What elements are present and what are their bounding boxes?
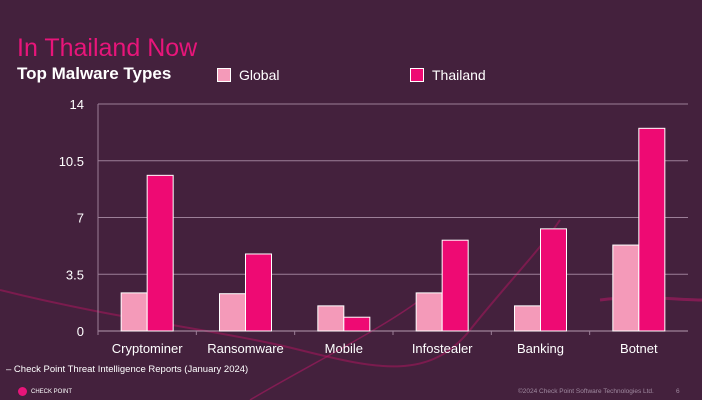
source-note: – Check Point Threat Intelligence Report…	[6, 364, 249, 375]
chart-subtitle: Top Malware Types	[17, 64, 172, 83]
y-tick-label: 0	[77, 324, 84, 339]
legend-label: Global	[239, 67, 280, 83]
bar-thailand-infostealer	[441, 239, 469, 332]
legend-label: Thailand	[432, 67, 486, 83]
bar-thailand-ransomware	[245, 253, 272, 332]
bar-global-banking	[514, 305, 541, 332]
x-tick-label: Mobile	[325, 341, 363, 356]
logo-icon	[18, 387, 27, 396]
logo-text: CHECK POINT	[31, 388, 73, 395]
check-point-logo: CHECK POINT	[18, 387, 72, 396]
y-tick-label: 14	[70, 97, 84, 112]
legend-global: Global	[217, 67, 279, 83]
bar-thailand-botnet	[638, 127, 666, 332]
bar-global-cryptominer	[120, 292, 148, 332]
x-tick-label: Cryptominer	[112, 341, 183, 356]
x-tick-label: Ransomware	[207, 341, 284, 356]
legend-thailand: Thailand	[410, 67, 486, 83]
y-tick-label: 10.5	[59, 154, 84, 169]
page-number: 6	[676, 388, 680, 395]
page-title: In Thailand Now	[17, 34, 198, 62]
copyright: ©2024 Check Point Software Technologies …	[518, 388, 654, 395]
bar-global-infostealer	[415, 292, 443, 332]
x-tick-label: Banking	[517, 341, 564, 356]
x-tick-label: Infostealer	[412, 341, 473, 356]
y-tick-label: 7	[77, 211, 84, 226]
bar-thailand-mobile	[343, 316, 371, 332]
bar-global-mobile	[317, 305, 345, 332]
bar-thailand-cryptominer	[146, 174, 174, 332]
y-tick-label: 3.5	[66, 267, 84, 282]
bar-global-botnet	[612, 244, 640, 332]
legend-swatch-thailand	[410, 68, 424, 82]
bar-thailand-banking	[540, 228, 567, 332]
x-tick-label: Botnet	[620, 341, 658, 356]
legend-swatch-global	[217, 68, 231, 82]
bar-global-ransomware	[219, 293, 246, 332]
